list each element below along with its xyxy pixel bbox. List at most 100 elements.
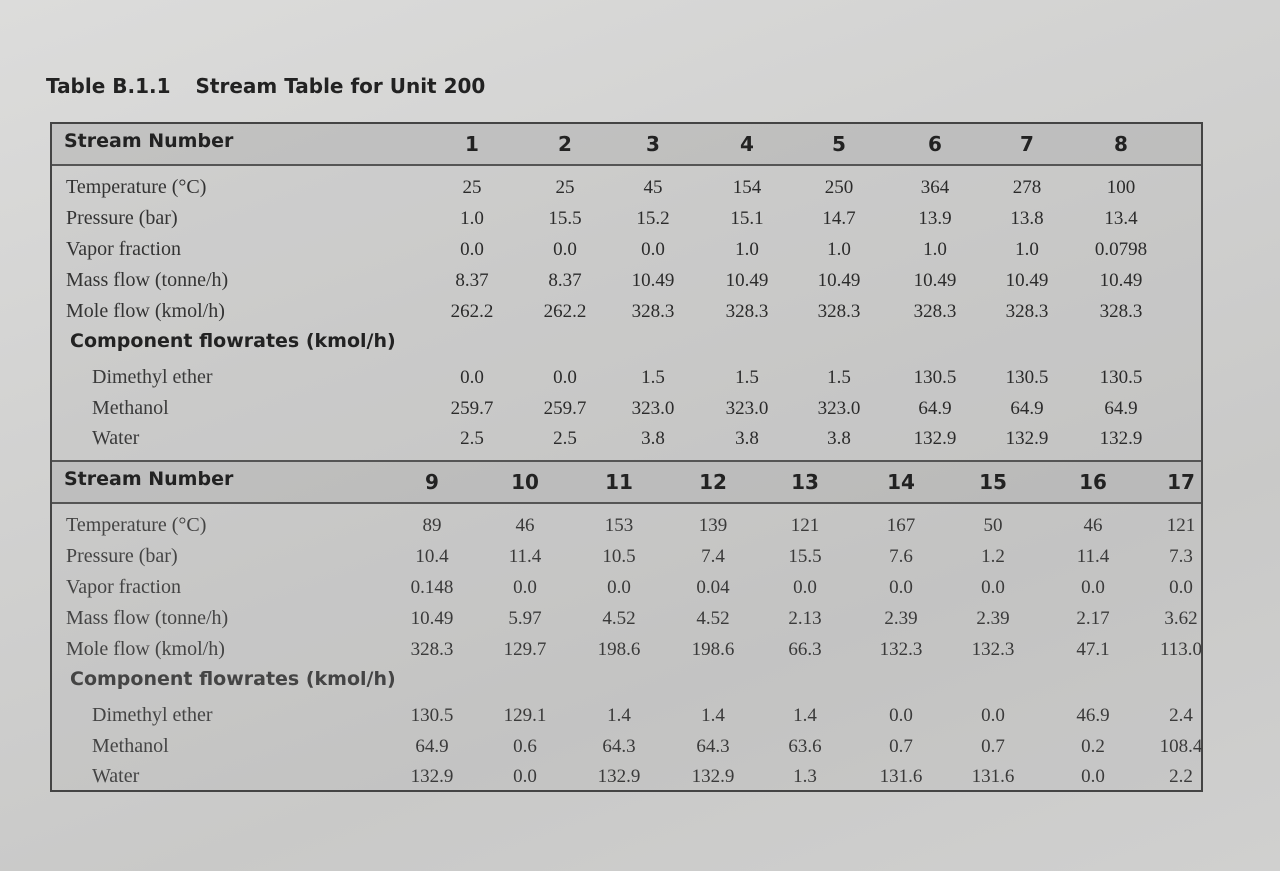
table-cell: 1.3 [793,766,817,787]
table-cell: 25 [462,177,482,198]
table-cell: 154 [732,177,762,198]
table-cell: 66.3 [788,639,822,660]
table-cell: 1.5 [641,367,665,388]
table-caption: Table B.1.1 Stream Table for Unit 200 [46,74,485,98]
table-cell: 5.97 [508,608,542,629]
row-label: Water [92,427,140,449]
table-cell: 46 [515,515,535,536]
table-cell: 8.37 [548,270,582,291]
table-cell: 278 [1012,177,1042,198]
table-cell: 0.0 [1081,577,1105,598]
row-label: Component flowrates (kmol/h) [70,330,396,352]
stream-number-13: 13 [791,470,819,494]
table-cell: 4.52 [602,608,636,629]
table-cell: 11.4 [508,546,542,567]
table-cell: 108.4 [1159,736,1203,757]
table-cell: 8.37 [455,270,489,291]
table-cell: 130.5 [1005,367,1049,388]
table-cell: 131.6 [971,766,1015,787]
stream-header-row: Stream Number 1 2 3 4 5 6 7 8 [52,124,1201,166]
row-label: Temperature (°C) [66,514,207,536]
stream-table: Stream Number 1 2 3 4 5 6 7 8 Temperature (°C) 25 2… [50,122,1203,792]
row-label: Pressure (bar) [66,207,178,229]
table-cell: 46.9 [1076,705,1110,726]
row-label: Mass flow (tonne/h) [66,269,229,291]
row-label: Dimethyl ether [92,366,213,388]
table-cell: 121 [1166,515,1196,536]
table-cell: 130.5 [913,367,957,388]
table-cell: 46 [1083,515,1103,536]
table-section-1: Stream Number 1 2 3 4 5 6 7 8 Temperature (°C) 25 2… [52,124,1201,460]
table-cell: 132.3 [879,639,923,660]
table-cell: 10.49 [1099,270,1143,291]
table-cell: 3.8 [641,428,665,449]
table-cell: 15.5 [788,546,822,567]
table-cell: 4.52 [696,608,730,629]
table-cell: 132.9 [597,766,641,787]
table-cell: 1.5 [735,367,759,388]
table-cell: 64.3 [602,736,636,757]
table-cell: 139 [698,515,728,536]
table-cell: 64.9 [415,736,449,757]
table-cell: 0.0 [1081,766,1105,787]
row-label: Dimethyl ether [92,704,213,726]
table-cell: 0.0 [981,577,1005,598]
table-cell: 132.9 [913,428,957,449]
table-cell: 113.0 [1159,639,1203,660]
table-cell: 132.3 [971,639,1015,660]
table-cell: 328.3 [410,639,454,660]
table-cell: 0.0 [513,766,537,787]
stream-number-4: 4 [740,132,754,156]
row-label: Vapor fraction [66,238,181,260]
table-cell: 10.49 [1005,270,1049,291]
table-cell: 1.0 [827,239,851,260]
stream-number-6: 6 [928,132,942,156]
stream-number-5: 5 [832,132,846,156]
table-cell: 0.0 [460,239,484,260]
table-cell: 0.148 [410,577,454,598]
table-cell: 0.04 [696,577,730,598]
table-number: Table B.1.1 [46,74,171,98]
table-cell: 198.6 [597,639,641,660]
table-cell: 1.0 [923,239,947,260]
table-cell: 121 [790,515,820,536]
table-section-2: Stream Number 9 10 11 12 13 14 15 16 17 Temperatur… [52,460,1202,794]
table-cell: 1.5 [827,367,851,388]
table-cell: 2.5 [460,428,484,449]
stream-number-11: 11 [605,470,633,494]
table-cell: 323.0 [631,398,675,419]
table-cell: 13.8 [1010,208,1044,229]
table-cell: 129.1 [503,705,547,726]
section-divider [52,460,1201,462]
stream-number-8: 8 [1114,132,1128,156]
table-cell: 2.39 [976,608,1010,629]
table-cell: 153 [604,515,634,536]
table-cell: 1.2 [981,546,1005,567]
stream-number-9: 9 [425,470,439,494]
table-cell: 0.0 [553,367,577,388]
table-cell: 2.5 [553,428,577,449]
stream-number-label: Stream Number [64,130,234,152]
table-cell: 45 [643,177,663,198]
table-cell: 63.6 [788,736,822,757]
table-cell: 0.0 [793,577,817,598]
table-cell: 64.9 [1010,398,1044,419]
table-cell: 2.2 [1169,766,1193,787]
table-cell: 1.0 [735,239,759,260]
table-cell: 259.7 [543,398,587,419]
table-cell: 10.49 [913,270,957,291]
table-cell: 0.0 [553,239,577,260]
table-cell: 1.0 [460,208,484,229]
table-cell: 323.0 [725,398,769,419]
table-title: Stream Table for Unit 200 [195,74,486,98]
table-cell: 259.7 [450,398,494,419]
stream-number-3: 3 [646,132,660,156]
table-cell: 0.0 [460,367,484,388]
table-cell: 0.0798 [1094,239,1148,260]
stream-number-15: 15 [979,470,1007,494]
row-label: Mole flow (kmol/h) [66,638,225,660]
table-cell: 64.3 [696,736,730,757]
table-cell: 10.49 [631,270,675,291]
table-cell: 0.0 [641,239,665,260]
table-cell: 132.9 [1005,428,1049,449]
